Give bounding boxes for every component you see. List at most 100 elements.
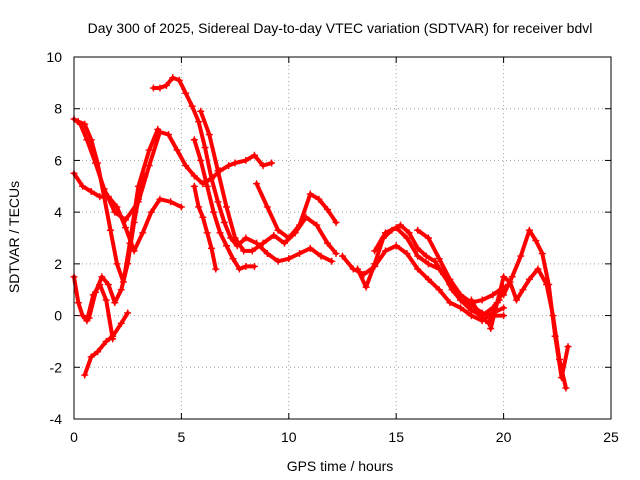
data-point-marker (270, 231, 278, 239)
data-point-marker (525, 275, 533, 283)
data-point-marker (190, 136, 198, 144)
data-point-marker (250, 262, 258, 270)
data-point-marker (216, 229, 224, 237)
chart-title: Day 300 of 2025, Sidereal Day-to-day VTE… (88, 20, 593, 36)
series-line (87, 173, 147, 321)
series-track-11 (253, 180, 340, 242)
data-point-marker (435, 286, 443, 294)
data-point-marker (414, 226, 422, 234)
data-point-marker (203, 229, 211, 237)
data-point-marker (478, 296, 486, 304)
data-point-marker (313, 221, 321, 229)
data-point-marker (403, 250, 411, 258)
data-point-marker (538, 250, 546, 258)
data-point-marker (167, 198, 175, 206)
y-tick-label: 0 (54, 308, 62, 324)
data-point-marker (98, 273, 106, 281)
data-point-marker (281, 239, 289, 247)
series-track-10 (190, 182, 220, 273)
data-point-marker (205, 131, 213, 139)
data-point-marker (315, 195, 323, 203)
data-point-marker (79, 182, 87, 190)
data-point-marker (296, 250, 304, 258)
series-track-17 (500, 226, 572, 382)
data-point-marker (229, 255, 237, 263)
data-point-marker (203, 182, 211, 190)
x-axis-label: GPS time / hours (287, 458, 394, 474)
data-point-marker (145, 146, 153, 154)
plot-frame (73, 56, 612, 420)
data-point-marker (79, 312, 87, 320)
data-point-marker (225, 162, 233, 170)
data-point-marker (74, 299, 82, 307)
y-tick-label: -2 (50, 359, 63, 375)
data-point-marker (182, 162, 190, 170)
data-point-marker (476, 312, 484, 320)
data-point-marker (156, 195, 164, 203)
data-point-marker (392, 242, 400, 250)
data-point-marker (207, 175, 215, 183)
data-point-marker (85, 314, 93, 322)
data-point-marker (332, 250, 340, 258)
y-tick-label: 10 (46, 49, 62, 65)
data-point-marker (259, 239, 267, 247)
data-point-marker (371, 260, 379, 268)
data-point-marker (130, 218, 138, 226)
data-point-marker (414, 252, 422, 260)
data-point-marker (519, 286, 527, 294)
data-point-marker (220, 218, 228, 226)
series-line (151, 75, 334, 264)
data-point-marker (147, 208, 155, 216)
data-point-marker (500, 304, 508, 312)
data-point-marker (188, 102, 196, 110)
data-point-marker (512, 296, 520, 304)
y-tick-label: 8 (54, 101, 62, 117)
data-point-marker (197, 107, 205, 115)
data-point-marker (446, 275, 454, 283)
data-point-marker (154, 125, 162, 133)
data-point-marker (500, 273, 508, 281)
data-point-marker (431, 257, 439, 265)
x-tick-label: 15 (388, 429, 404, 445)
data-point-marker (175, 76, 183, 84)
series-track-14 (371, 224, 503, 320)
data-point-marker (231, 234, 239, 242)
data-point-marker (231, 159, 239, 167)
data-point-marker (104, 281, 112, 289)
x-tick-label: 10 (281, 429, 297, 445)
data-point-marker (317, 252, 325, 260)
data-point-marker (285, 234, 293, 242)
series-track-2 (70, 169, 185, 255)
data-point-marker (113, 203, 121, 211)
data-point-marker (122, 224, 130, 232)
series-line (254, 181, 339, 240)
data-point-marker (134, 195, 142, 203)
data-point-marker (242, 156, 250, 164)
data-point-marker (223, 242, 231, 250)
data-point-marker (201, 144, 209, 151)
data-point-marker (235, 265, 243, 273)
data-point-marker (508, 273, 516, 281)
data-point-marker (162, 81, 170, 89)
data-point-marker (117, 286, 125, 294)
data-point-marker (545, 281, 553, 289)
data-point-marker (87, 136, 95, 144)
series-line (192, 184, 218, 271)
y-axis-label: SDTVAR / TECUs (6, 181, 22, 293)
data-point-marker (182, 89, 190, 97)
data-point-marker (250, 151, 258, 159)
data-point-marker (197, 156, 205, 164)
series-track-18 (467, 283, 510, 327)
data-point-marker (446, 299, 454, 307)
data-point-marker (94, 159, 102, 167)
data-point-marker (212, 265, 220, 273)
data-point-marker (562, 384, 570, 392)
data-point-marker (87, 187, 95, 195)
data-point-marker (214, 167, 222, 175)
data-point-marker (396, 221, 404, 229)
data-point-marker (91, 288, 99, 296)
series-track-6 (85, 172, 149, 322)
y-tick-label: 6 (54, 152, 62, 168)
data-point-marker (111, 299, 119, 307)
data-point-marker (392, 224, 400, 232)
